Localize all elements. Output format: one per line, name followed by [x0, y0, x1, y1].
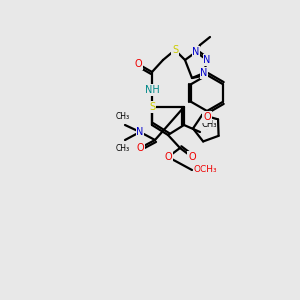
Text: CH₃: CH₃	[116, 112, 130, 121]
Text: O: O	[203, 112, 211, 122]
Text: CH₃: CH₃	[116, 144, 130, 153]
Text: O: O	[164, 152, 172, 162]
Text: S: S	[149, 102, 155, 112]
Text: NH: NH	[145, 85, 159, 95]
Text: O: O	[134, 59, 142, 69]
Text: OCH₃: OCH₃	[193, 166, 217, 175]
Text: O: O	[188, 152, 196, 162]
Text: O: O	[136, 143, 144, 153]
Text: N: N	[136, 127, 144, 137]
Text: N: N	[203, 55, 211, 65]
Text: S: S	[172, 45, 178, 55]
Text: N: N	[200, 68, 208, 78]
Text: N: N	[192, 47, 200, 57]
Text: CH₃: CH₃	[201, 120, 217, 129]
